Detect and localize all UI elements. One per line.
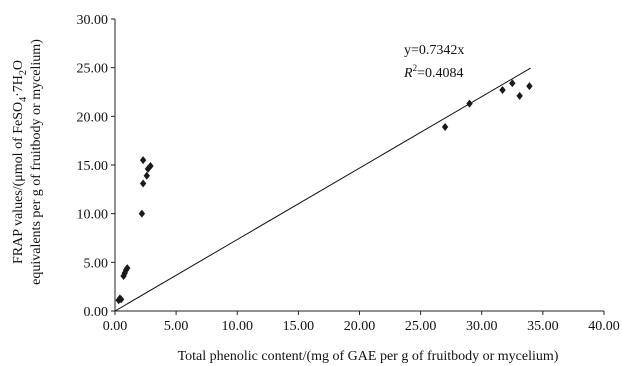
data-point (139, 156, 147, 165)
data-point (147, 161, 154, 170)
trendline (114, 67, 531, 312)
data-point (526, 82, 533, 91)
y-tick-label: 25.00 (77, 62, 109, 77)
x-tick-label: 20.00 (344, 319, 376, 334)
y-tick-label: 0.00 (84, 305, 109, 320)
data-point (138, 209, 146, 218)
x-tick-label: 40.00 (588, 319, 620, 334)
x-tick-label: 5.00 (164, 319, 189, 334)
data-point (139, 179, 147, 188)
y-tick-label: 30.00 (77, 13, 109, 28)
x-tick-label: 30.00 (466, 319, 498, 334)
x-tick-label: 10.00 (222, 319, 254, 334)
y-axis-label-line2: equivalents per g of fruitbody or myceli… (29, 39, 44, 285)
data-point (466, 99, 473, 108)
x-tick-label: 25.00 (405, 319, 437, 334)
data-point (509, 79, 516, 88)
y-axis-label-line1: FRAP values/(μmol of FeSO4·7H2O (11, 60, 29, 264)
data-point (143, 171, 150, 180)
data-point (117, 295, 125, 304)
data-point (516, 91, 523, 100)
data-point (441, 123, 449, 132)
r-squared: R2=0.4084 (403, 63, 463, 81)
x-axis-label: Total phenolic content/(mg of GAE per g … (178, 349, 559, 364)
x-tick-label: 0.00 (103, 319, 128, 334)
x-tick-label: 15.00 (283, 319, 315, 334)
trend-equation: y=0.7342x (404, 43, 464, 58)
data-point (499, 86, 506, 95)
y-tick-label: 15.00 (77, 159, 109, 174)
y-tick-label: 20.00 (77, 110, 109, 125)
y-tick-label: 5.00 (84, 256, 109, 271)
y-axis-ticks: 0.00 5.00 10.00 15.00 20.00 25.00 30.00 (77, 13, 115, 320)
data-point (124, 264, 131, 273)
data-point (121, 269, 128, 278)
y-tick-label: 10.00 (77, 208, 109, 223)
x-axis-ticks: 0.00 5.00 10.00 15.00 20.00 25.00 30.00 35.00 40… (103, 311, 620, 334)
data-points (115, 79, 533, 305)
x-tick-label: 35.00 (527, 319, 559, 334)
